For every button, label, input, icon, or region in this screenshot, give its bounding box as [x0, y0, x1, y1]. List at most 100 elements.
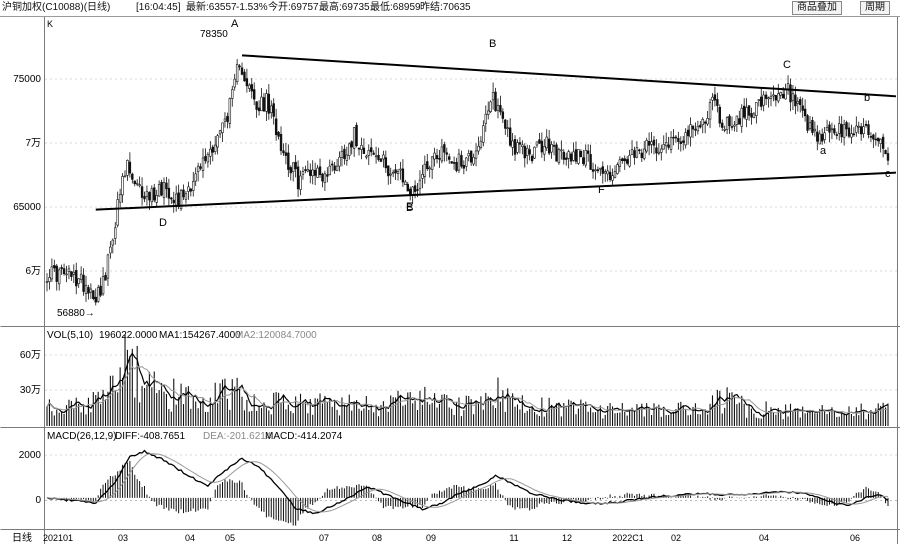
price-tick-label: 75000	[13, 74, 41, 85]
candle	[265, 89, 268, 121]
candle	[606, 165, 609, 182]
candle	[499, 95, 502, 116]
candle	[172, 191, 175, 213]
candle	[645, 137, 648, 154]
candle	[774, 94, 778, 107]
macd-legend: MACD(26,12,9) DIFF:-408.7651 DEA:-201.62…	[47, 431, 343, 442]
price-axis: 75000 7万 65000 6万	[13, 74, 41, 277]
candle	[328, 159, 331, 176]
volume-legend-ma1: MA1:154267.4000	[159, 330, 241, 341]
candle	[157, 180, 161, 197]
candle	[465, 156, 468, 172]
candle	[808, 115, 812, 131]
candle	[521, 140, 524, 155]
candle	[813, 121, 817, 137]
candle	[396, 168, 400, 181]
quote-header: 沪铜加权(C10088)(日线) [16:04:45] 最新:63557 -1.…	[0, 0, 900, 17]
period-button[interactable]: 周期	[860, 1, 890, 15]
macd-line-dea	[46, 453, 889, 513]
candle	[694, 122, 697, 137]
candle	[448, 153, 451, 164]
candle	[791, 85, 795, 110]
macd-axis: 2000 0	[19, 450, 42, 506]
candle	[355, 122, 358, 148]
quote-prev-close: 昨结:70635	[420, 2, 471, 13]
candle	[428, 165, 431, 178]
candle	[443, 141, 446, 162]
candle	[879, 138, 882, 153]
candle	[216, 134, 219, 155]
candle	[643, 140, 646, 161]
candle	[189, 187, 193, 197]
wave-labels: A B B C D E F a b c	[159, 18, 891, 229]
candle	[552, 140, 556, 156]
candle	[574, 141, 578, 165]
candle	[640, 148, 643, 162]
candle	[123, 170, 127, 178]
candle	[153, 183, 156, 203]
candle	[384, 150, 388, 173]
candle	[140, 177, 144, 206]
candle	[845, 120, 848, 137]
candle	[340, 145, 344, 167]
candle	[635, 141, 639, 159]
quote-change: -1.53%	[236, 2, 268, 13]
candle	[131, 172, 134, 184]
candle	[538, 132, 541, 144]
candle	[435, 148, 439, 164]
macd-legend-dea: DEA:-201.6214	[203, 431, 272, 442]
candle	[296, 160, 300, 198]
candle	[194, 167, 197, 187]
candle	[750, 107, 753, 125]
candle	[825, 119, 829, 131]
candle	[399, 161, 402, 180]
candle	[794, 86, 797, 115]
candle	[145, 185, 149, 206]
candle	[72, 264, 76, 284]
candle	[496, 98, 500, 119]
candle	[511, 132, 514, 156]
candle	[87, 284, 90, 300]
volume-ma-line-ma1	[46, 352, 889, 418]
price-tick-label: 6万	[25, 266, 41, 277]
candle	[257, 100, 261, 116]
date-tick-label: 06	[850, 533, 860, 543]
wave-label: B	[406, 202, 413, 214]
candle	[111, 238, 115, 254]
candle	[228, 97, 232, 129]
candle	[243, 69, 246, 82]
candle	[618, 156, 622, 173]
candle	[584, 144, 587, 168]
candle	[214, 135, 217, 155]
panel-frames	[0, 17, 900, 544]
candle	[877, 137, 880, 147]
candle	[657, 143, 661, 156]
candle	[430, 156, 434, 179]
candle	[218, 129, 222, 139]
candle	[165, 177, 168, 198]
quote-high: 最高:69735	[319, 2, 370, 13]
candle	[886, 147, 890, 166]
candle	[513, 135, 517, 161]
price-corner-label: K	[47, 19, 53, 29]
candle	[852, 127, 856, 137]
candle	[833, 124, 836, 136]
quote-time: [16:04:45]	[136, 2, 181, 13]
candle	[562, 149, 565, 165]
candle	[611, 168, 614, 185]
date-tick-label: 11	[509, 533, 518, 543]
candle	[109, 241, 112, 259]
candle	[667, 136, 670, 150]
candle	[594, 164, 597, 180]
candle	[674, 135, 678, 143]
candle	[474, 143, 478, 167]
candle	[691, 124, 695, 139]
candle	[267, 84, 271, 120]
overlay-button[interactable]: 商品叠加	[792, 1, 842, 15]
candle	[445, 147, 448, 162]
candle	[616, 162, 619, 175]
candle	[55, 263, 58, 291]
candle	[333, 162, 336, 174]
candle	[365, 154, 368, 160]
